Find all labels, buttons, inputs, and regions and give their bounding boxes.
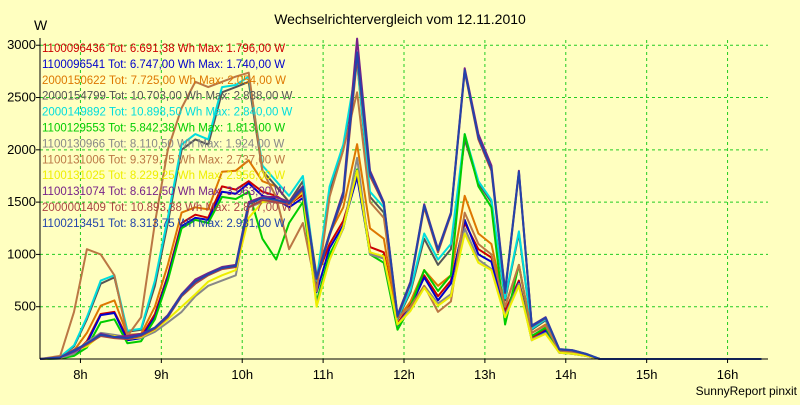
legend-entry: 2000001409 Tot: 10.893,38 Wh Max: 2.877,… <box>42 202 293 214</box>
footer-label: SunnyReport pinxit <box>696 384 798 398</box>
legend-entry: 1100130966 Tot: 8.110,50 Wh Max: 1.924,0… <box>42 138 284 150</box>
x-tick-label: 16h <box>717 367 739 382</box>
legend-entry: 2000154799 Tot: 10.703,00 Wh Max: 2.838,… <box>42 91 293 103</box>
x-tick-label: 13h <box>474 367 496 382</box>
x-tick-label: 14h <box>555 367 577 382</box>
y-axis-label: W <box>34 17 48 33</box>
y-tick-label: 500 <box>14 299 36 314</box>
y-tick-label: 1500 <box>7 194 36 209</box>
legend-entry: 1100096541 Tot: 6.747,00 Wh Max: 1.740,0… <box>42 59 285 71</box>
y-tick-label: 2000 <box>7 142 36 157</box>
legend-entry: 1100213451 Tot: 8.313,75 Wh Max: 2.931,0… <box>42 218 285 230</box>
legend-entry: 1100131025 Tot: 8.229,25 Wh Max: 2.956,0… <box>42 170 285 182</box>
legend-entry: 2000150622 Tot: 7.725,00 Wh Max: 2.054,0… <box>42 75 286 87</box>
x-tick-label: 8h <box>73 367 87 382</box>
legend-entry: 1100131006 Tot: 9.379,75 Wh Max: 2.737,0… <box>42 154 285 166</box>
axes: 500 1000 1500 2000 2500 3000 8h 9h 10h 11h 12h 13h 1… <box>7 37 768 382</box>
x-tick-label: 9h <box>154 367 168 382</box>
x-tick-label: 10h <box>231 367 253 382</box>
x-tick-label: 15h <box>636 367 658 382</box>
x-tick-label: 12h <box>393 367 415 382</box>
legend: 1100096436 Tot: 6.691,38 Wh Max: 1.796,0… <box>42 43 293 230</box>
chart-title: Wechselrichtervergleich vom 12.11.2010 <box>274 11 526 27</box>
y-tick-label: 1000 <box>7 246 36 261</box>
legend-entry: 1100129553 Tot: 5.842,38 Wh Max: 1.813,0… <box>42 123 285 135</box>
legend-entry: 1100131074 Tot: 8.612,50 Wh Max: 3.063,0… <box>42 186 285 198</box>
y-tick-label: 2500 <box>7 90 36 105</box>
x-tick-label: 11h <box>313 367 334 382</box>
legend-entry: 2000149892 Tot: 10.898,50 Wh Max: 2.840,… <box>42 107 293 119</box>
y-tick-label: 3000 <box>7 37 36 52</box>
legend-entry: 1100096436 Tot: 6.691,38 Wh Max: 1.796,0… <box>42 43 285 55</box>
